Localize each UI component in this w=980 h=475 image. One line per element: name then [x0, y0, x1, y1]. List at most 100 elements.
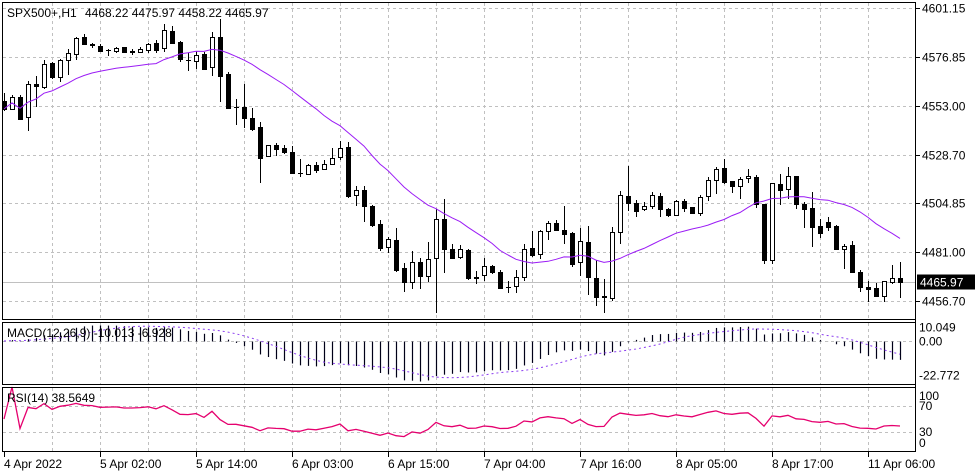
candle[interactable] [170, 26, 175, 44]
candle[interactable] [674, 200, 679, 216]
candle[interactable] [578, 228, 583, 276]
candle[interactable] [474, 271, 479, 284]
candle[interactable] [834, 225, 839, 250]
candle[interactable] [610, 227, 615, 301]
candle[interactable] [554, 220, 559, 231]
candle[interactable] [154, 40, 159, 53]
candle[interactable] [786, 167, 791, 199]
candle[interactable] [418, 258, 423, 289]
candle[interactable] [482, 258, 487, 281]
candle[interactable] [506, 281, 511, 293]
candle[interactable] [602, 279, 607, 313]
candle[interactable] [90, 43, 95, 48]
candle[interactable] [522, 244, 527, 281]
candle[interactable] [394, 228, 399, 272]
candle[interactable] [258, 122, 263, 183]
candle[interactable] [242, 84, 247, 128]
candle[interactable] [546, 221, 551, 240]
candle[interactable] [666, 208, 671, 217]
candle[interactable] [682, 199, 687, 212]
candle[interactable] [434, 209, 439, 313]
candle[interactable] [162, 24, 167, 52]
candle[interactable] [690, 207, 695, 214]
candle[interactable] [890, 265, 895, 284]
candle[interactable] [842, 244, 847, 269]
candle[interactable] [306, 164, 311, 175]
candle[interactable] [50, 62, 55, 79]
candle[interactable] [562, 206, 567, 244]
candle[interactable] [58, 59, 63, 82]
candle[interactable] [34, 76, 39, 107]
candle[interactable] [178, 41, 183, 62]
candle[interactable] [714, 167, 719, 194]
candle[interactable] [354, 186, 359, 206]
candle[interactable] [194, 51, 199, 69]
candle[interactable] [226, 72, 231, 109]
candle[interactable] [722, 159, 727, 184]
candle[interactable] [250, 108, 255, 131]
candle[interactable] [290, 146, 295, 174]
rsi-pane[interactable] [3, 386, 901, 438]
candle[interactable] [778, 174, 783, 205]
candle[interactable] [146, 43, 151, 53]
candle[interactable] [106, 49, 111, 56]
candle[interactable] [626, 166, 631, 211]
candle[interactable] [122, 47, 127, 53]
candle[interactable] [746, 169, 751, 183]
candle[interactable] [762, 204, 767, 264]
macd-pane[interactable] [3, 325, 902, 382]
candle[interactable] [738, 177, 743, 199]
candle[interactable] [266, 145, 271, 157]
candle[interactable] [410, 251, 415, 289]
candle[interactable] [66, 49, 71, 75]
candle[interactable] [442, 199, 447, 273]
candle[interactable] [450, 244, 455, 259]
candle[interactable] [514, 270, 519, 293]
candle[interactable] [458, 245, 463, 259]
candle[interactable] [130, 49, 135, 55]
candle[interactable] [186, 53, 191, 71]
candle[interactable] [882, 281, 887, 302]
candle[interactable] [818, 219, 823, 238]
candle[interactable] [114, 47, 119, 53]
candle[interactable] [850, 241, 855, 273]
candle[interactable] [402, 263, 407, 292]
candle[interactable] [898, 262, 903, 298]
candle[interactable] [82, 34, 87, 45]
candle[interactable] [642, 202, 647, 211]
candle[interactable] [322, 160, 327, 170]
candle[interactable] [586, 226, 591, 295]
candle[interactable] [202, 52, 207, 70]
candle[interactable] [634, 200, 639, 217]
candle[interactable] [330, 148, 335, 165]
candle[interactable] [538, 230, 543, 259]
candle[interactable] [570, 232, 575, 267]
candle[interactable] [650, 192, 655, 209]
candle[interactable] [698, 195, 703, 216]
candle[interactable] [10, 95, 15, 110]
candle[interactable] [618, 191, 623, 244]
candle[interactable] [218, 19, 223, 102]
candle[interactable] [274, 143, 279, 156]
candle[interactable] [794, 176, 799, 209]
candle[interactable] [346, 142, 351, 198]
candle[interactable] [770, 183, 775, 264]
candle[interactable] [658, 193, 663, 217]
candle[interactable] [530, 231, 535, 257]
price-pane[interactable]: 4465.97 [2, 19, 976, 313]
candle[interactable] [74, 37, 79, 60]
candle[interactable] [282, 145, 287, 154]
candle[interactable] [386, 237, 391, 253]
candle[interactable] [98, 44, 103, 52]
candle[interactable] [826, 217, 831, 231]
candle[interactable] [490, 265, 495, 274]
candle[interactable] [42, 60, 47, 89]
candle[interactable] [730, 181, 735, 193]
candle[interactable] [802, 202, 807, 228]
candle[interactable] [370, 205, 375, 227]
candle[interactable] [810, 192, 815, 247]
candle[interactable] [378, 220, 383, 251]
candle[interactable] [210, 32, 215, 76]
candle[interactable] [866, 281, 871, 302]
